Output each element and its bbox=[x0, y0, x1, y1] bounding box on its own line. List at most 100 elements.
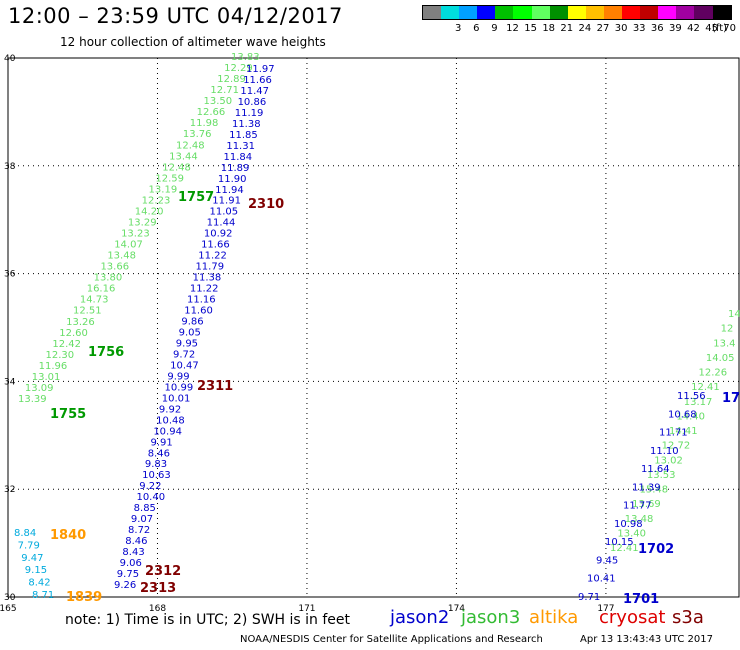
wave-height-label: 12.51 bbox=[73, 306, 102, 317]
wave-height-label: 10.92 bbox=[204, 229, 233, 240]
wave-height-label: 9.72 bbox=[173, 349, 195, 360]
wave-height-label: 13.66 bbox=[100, 262, 129, 273]
wave-height-label: 12.23 bbox=[142, 195, 171, 206]
wave-height-label: 13.19 bbox=[149, 184, 178, 195]
legend-tick-label: 36 bbox=[650, 23, 664, 34]
wave-height-label: 8.43 bbox=[122, 547, 144, 558]
legend-swatch bbox=[441, 6, 460, 19]
pass-time-label: 2313 bbox=[140, 581, 176, 596]
wave-height-label: 12.72 bbox=[662, 441, 691, 452]
wave-height-label: 10.68 bbox=[668, 409, 697, 420]
legend-tick-label: 18 bbox=[542, 23, 556, 34]
legend-tick-label: 42 bbox=[687, 23, 700, 34]
legend-cryosat: cryosat bbox=[599, 607, 666, 628]
pass-time-label: 1757 bbox=[178, 190, 214, 205]
legend-tick-label: 30 bbox=[614, 23, 628, 34]
wave-height-label: 9.75 bbox=[117, 569, 139, 580]
wave-height-label: 10.98 bbox=[614, 519, 643, 530]
wave-height-label: 14.20 bbox=[135, 206, 164, 217]
wave-height-label: 13.53 bbox=[647, 470, 676, 481]
legend-swatch bbox=[622, 6, 641, 19]
wave-height-label: 11.79 bbox=[195, 262, 224, 273]
lat-tick-label: 32 bbox=[4, 485, 15, 495]
wave-height-label: 8.72 bbox=[128, 525, 150, 536]
wave-height-label: 12.66 bbox=[197, 107, 226, 118]
wave-height-label: 13.09 bbox=[25, 383, 54, 394]
wave-height-label: 11.38 bbox=[193, 273, 222, 284]
map-frame bbox=[7, 57, 740, 598]
wave-height-label: 12.41 bbox=[691, 382, 720, 393]
legend-swatch bbox=[676, 6, 695, 19]
lon-tick-label: 174 bbox=[448, 604, 465, 614]
wave-height-label: 8.71 bbox=[32, 590, 54, 601]
pass-time-label: 1701 bbox=[623, 592, 659, 607]
pass-time-label: 2311 bbox=[197, 379, 233, 394]
wave-height-label: 10.15 bbox=[605, 537, 634, 548]
legend-tick-label: 15 bbox=[524, 23, 537, 34]
wave-height-label: 9.95 bbox=[176, 338, 198, 349]
pass-time-label: 1756 bbox=[88, 345, 124, 360]
legend-swatch bbox=[712, 6, 731, 19]
wave-height-label: 8.84 bbox=[14, 528, 36, 539]
wave-height-label: 12.26 bbox=[699, 368, 728, 379]
wave-height-label: 9.05 bbox=[179, 327, 201, 338]
wave-height-label: 9.91 bbox=[151, 437, 173, 448]
wave-height-label: 11.16 bbox=[187, 295, 216, 306]
legend-jason2: jason2 bbox=[390, 607, 450, 628]
wave-height-label: 8.46 bbox=[125, 536, 147, 547]
lat-tick-label: 38 bbox=[4, 162, 16, 172]
wave-height-label: 8.46 bbox=[148, 448, 170, 459]
legend-tick-label: 21 bbox=[560, 23, 574, 34]
legend-swatch bbox=[694, 6, 713, 19]
wave-height-label: 14.73 bbox=[80, 295, 109, 306]
wave-height-label: 14.41 bbox=[669, 426, 698, 437]
wave-height-label: 7.79 bbox=[18, 540, 40, 551]
wave-height-label: 13.48 bbox=[625, 514, 654, 525]
wave-height-label: 12.29 bbox=[224, 63, 253, 74]
wave-height-label: 12.71 bbox=[210, 85, 239, 96]
wave-height-label: 15.48 bbox=[640, 485, 669, 496]
wave-height-label: 12.30 bbox=[45, 350, 74, 361]
wave-height-label: 12.48 bbox=[176, 140, 205, 151]
legend-tick-label: 39 bbox=[669, 23, 682, 34]
wave-height-label: 9.99 bbox=[167, 371, 189, 382]
wave-height-label: 11.31 bbox=[226, 141, 255, 152]
legend-tick-label: 6 bbox=[473, 23, 480, 34]
legend-swatch bbox=[603, 6, 623, 19]
legend-tick-label: 3 bbox=[455, 23, 462, 34]
wave-height-label: 13.80 bbox=[94, 273, 123, 284]
wave-height-label: 10.63 bbox=[142, 470, 171, 481]
legend-altika: altika bbox=[529, 607, 579, 628]
pass-time-label: 170 bbox=[722, 391, 740, 406]
legend-jason3: jason3 bbox=[461, 607, 521, 628]
wave-height-label: 14 bbox=[728, 309, 740, 320]
lon-tick-label: 171 bbox=[298, 604, 315, 614]
color-legend-bar bbox=[422, 5, 732, 20]
pass-time-label: 2310 bbox=[248, 197, 284, 212]
wave-height-label: 12.59 bbox=[155, 173, 184, 184]
wave-height-label: 11.71 bbox=[659, 428, 688, 439]
wave-height-label: 10.41 bbox=[587, 574, 616, 585]
wave-height-label: 9.07 bbox=[131, 514, 153, 525]
wave-height-label: 9.92 bbox=[159, 404, 181, 415]
pass-time-label: 1755 bbox=[50, 407, 86, 422]
wave-height-label: 11.60 bbox=[184, 306, 213, 317]
wave-height-label: 11.47 bbox=[240, 86, 269, 97]
wave-height-label: 10.01 bbox=[162, 393, 191, 404]
legend-swatch bbox=[585, 6, 604, 19]
wave-height-label: 13.50 bbox=[204, 96, 233, 107]
legend-tick-label: 12 bbox=[506, 23, 519, 34]
credit-line: NOAA/NESDIS Center for Satellite Applica… bbox=[240, 634, 543, 645]
wave-height-label: 11.22 bbox=[198, 251, 227, 262]
legend-swatch bbox=[549, 6, 568, 19]
generated-timestamp: Apr 13 13:43:43 UTC 2017 bbox=[580, 634, 713, 645]
legend-swatch bbox=[531, 6, 550, 19]
wave-height-label: 14.07 bbox=[114, 240, 143, 251]
legend-s3a: s3a bbox=[672, 607, 704, 628]
wave-height-label: 9.26 bbox=[114, 580, 136, 591]
page-title: 12:00 – 23:59 UTC 04/12/2017 bbox=[8, 4, 343, 28]
wave-height-label: 10.47 bbox=[170, 360, 199, 371]
lon-tick-label: 177 bbox=[597, 604, 614, 614]
wave-height-label: 9.83 bbox=[145, 459, 167, 470]
wave-height-label: 12.48 bbox=[162, 162, 191, 173]
